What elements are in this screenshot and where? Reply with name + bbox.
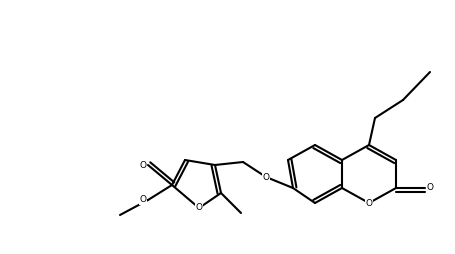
Text: O: O xyxy=(140,161,147,169)
Text: O: O xyxy=(196,203,202,213)
Text: O: O xyxy=(263,172,269,182)
Text: O: O xyxy=(426,183,434,193)
Text: O: O xyxy=(365,198,373,208)
Text: O: O xyxy=(140,196,147,204)
